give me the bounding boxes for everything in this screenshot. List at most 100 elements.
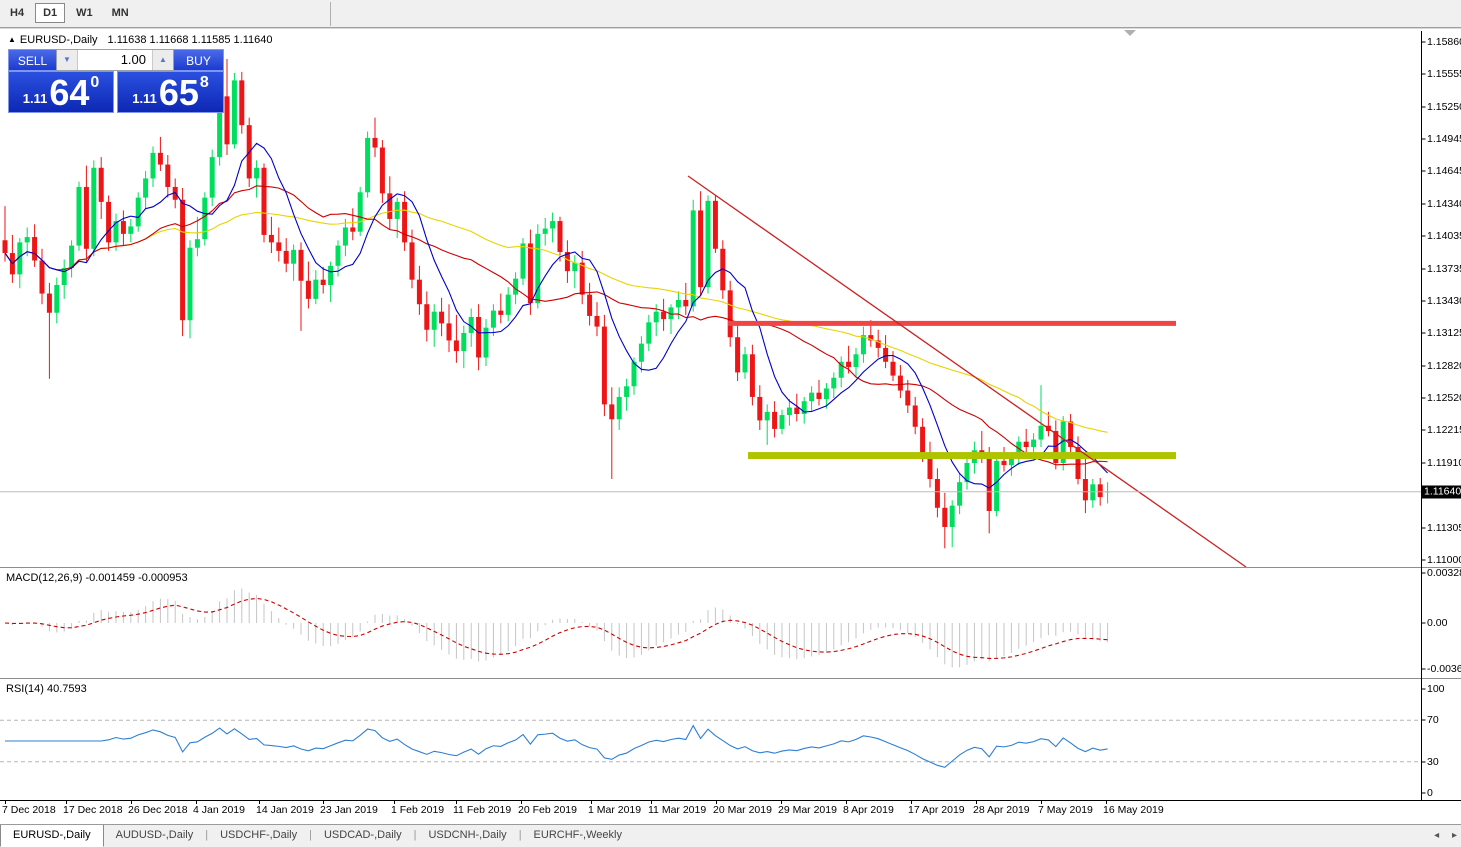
collapse-arrow-icon[interactable]: ▲: [8, 35, 16, 44]
candle-body: [527, 243, 533, 304]
chart-header: ▲ EURUSD-,Daily 1.11638 1.11668 1.11585 1.…: [8, 34, 273, 46]
candle-body: [424, 304, 430, 330]
candle-body: [816, 392, 822, 400]
candle-body: [550, 221, 556, 229]
candle-body: [846, 361, 852, 368]
candle-body: [387, 193, 393, 219]
candle-body: [372, 137, 378, 148]
chart-tab-eurchf[interactable]: EURCHF-,Weekly: [533, 829, 622, 841]
candle-body: [727, 290, 733, 338]
price-axis-label: 1.11305: [1427, 522, 1461, 534]
timeframe-button-d1[interactable]: D1: [35, 3, 66, 23]
candle-body: [32, 237, 38, 261]
sell-price[interactable]: 1.11 64 0: [8, 71, 114, 113]
candle-body: [1031, 439, 1037, 448]
price-axis-label: 1.15250: [1427, 101, 1461, 113]
tab-scroll-right-icon[interactable]: ▸: [1451, 830, 1457, 841]
candle-body: [735, 337, 741, 373]
candle-body: [365, 137, 371, 193]
candle-body: [638, 343, 644, 362]
candle-body: [616, 396, 622, 420]
timeframe-button-h4[interactable]: H4: [10, 7, 25, 19]
buy-price[interactable]: 1.11 65 8: [117, 71, 224, 113]
tab-separator: |: [413, 829, 417, 841]
volume-field[interactable]: 1.00: [120, 52, 146, 67]
candle-body: [165, 164, 171, 187]
price-axis-label: 1.14340: [1427, 198, 1461, 210]
candle-body: [113, 221, 119, 243]
candle-body: [675, 299, 681, 308]
date-axis-label: 16 May 2019: [1103, 804, 1164, 816]
date-axis-label: 1 Mar 2019: [588, 804, 642, 816]
chart-tab-eurusd[interactable]: EURUSD-,Daily: [0, 825, 104, 847]
date-axis-label: 14 Jan 2019: [256, 804, 314, 816]
candle-body: [964, 463, 970, 483]
candle-body: [920, 426, 926, 455]
date-axis-label: 23 Jan 2019: [320, 804, 378, 816]
tab-separator: |: [309, 829, 312, 841]
rsi-scale-label: 0: [1427, 787, 1433, 799]
buy-button[interactable]: BUY: [174, 49, 224, 71]
tab-scroll-left-icon[interactable]: ◂: [1434, 830, 1440, 841]
ma-mid-line: [4, 185, 1108, 466]
sell-button[interactable]: SELL: [8, 49, 56, 71]
chart-tab-audusd[interactable]: AUDUSD-,Daily: [115, 829, 194, 841]
tab-separator: |: [205, 829, 209, 841]
price-axis-label: 1.12215: [1427, 424, 1461, 436]
support-hline: [748, 452, 1176, 460]
candle-body: [772, 411, 778, 429]
macd-scale-label: 0.00: [1427, 617, 1448, 629]
price-axis-label: 1.12520: [1427, 392, 1461, 404]
chart-tab-usdcnh[interactable]: USDCNH-,Daily: [428, 829, 507, 841]
volume-decrease-button[interactable]: ▼: [57, 50, 78, 70]
price-axis-label: 1.14645: [1427, 165, 1461, 177]
macd-scale-label: 0.003287: [1427, 567, 1461, 579]
ohlc-values: 1.11638 1.11668 1.11585 1.11640: [107, 34, 273, 46]
candle-body: [690, 210, 696, 307]
candle-body: [120, 221, 126, 234]
candle-body: [986, 457, 992, 511]
candle-body: [202, 197, 208, 240]
timeframe-button-mn[interactable]: MN: [111, 7, 129, 19]
chart-shift-marker-icon[interactable]: [1124, 30, 1136, 36]
candle-body: [157, 152, 163, 165]
candle-body: [875, 340, 881, 348]
candle-body: [601, 326, 607, 405]
candle-body: [587, 294, 593, 316]
date-axis-label: 7 Dec 2018: [2, 804, 56, 816]
candle-body: [431, 311, 437, 330]
price-axis-label: 1.11000: [1427, 554, 1461, 566]
candle-body: [98, 167, 104, 202]
candle-body: [801, 401, 807, 414]
buy-price-prefix: 1.11: [132, 91, 157, 106]
chart-tab-usdchf[interactable]: USDCHF-,Daily: [220, 829, 298, 841]
candle-body: [298, 249, 304, 281]
tab-separator: |: [518, 829, 522, 841]
candle-body: [498, 310, 504, 315]
chart-tabs: EURUSD-,Daily AUDUSD-,Daily | USDCHF-,Daily…: [0, 824, 1461, 847]
timeframe-button-w1[interactable]: W1: [76, 7, 93, 19]
candle-body: [150, 152, 156, 179]
price-axis-label: 1.14945: [1427, 133, 1461, 145]
rsi-scale-label: 100: [1427, 683, 1445, 695]
candle-body: [268, 234, 274, 243]
candle-body: [276, 242, 282, 251]
chart-tab-usdcad[interactable]: USDCAD-,Daily: [323, 829, 402, 841]
price-axis-label: 1.13125: [1427, 327, 1461, 339]
candle-body: [261, 167, 267, 235]
candle-body: [1082, 479, 1088, 501]
macd-indicator-label: MACD(12,26,9) -0.001459 -0.000953: [6, 572, 188, 584]
volume-increase-button[interactable]: ▲: [152, 50, 173, 70]
candle-body: [1023, 441, 1029, 448]
date-axis-label: 26 Dec 2018: [128, 804, 188, 816]
price-axis-label: 1.11910: [1427, 457, 1461, 469]
candle-body: [934, 479, 940, 508]
candle-body: [24, 237, 30, 243]
candle-body: [860, 335, 866, 355]
candle-body: [335, 245, 341, 266]
candlestick-chart[interactable]: [0, 29, 1461, 825]
sell-price-prefix: 1.11: [22, 91, 48, 106]
candle-body: [379, 147, 385, 194]
rsi-indicator-label: RSI(14) 40.7593: [6, 683, 87, 695]
macd-signal-line: [4, 597, 1108, 659]
